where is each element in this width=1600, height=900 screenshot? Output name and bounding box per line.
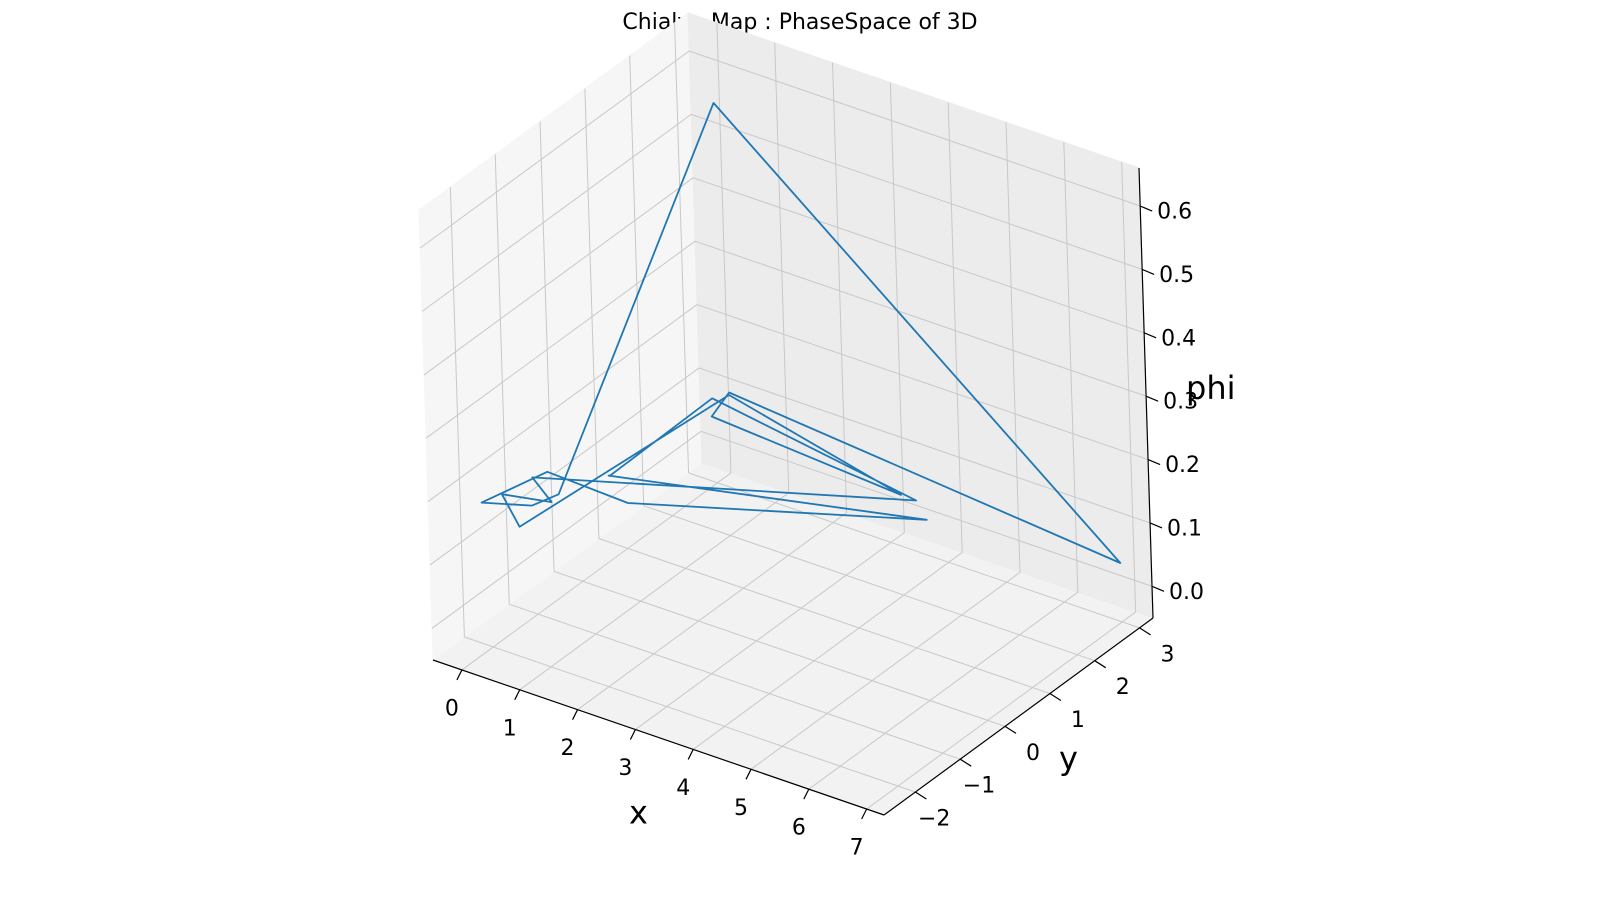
- z-tick-label: 0.0: [1169, 580, 1204, 605]
- grid-line: [429, 367, 700, 566]
- grid-line: [494, 154, 510, 605]
- grid-line: [553, 570, 1006, 727]
- y-tick-mark: [1004, 725, 1017, 734]
- grid-line: [419, 50, 690, 249]
- y-tick-label: −1: [963, 774, 995, 799]
- x-tick-label: 5: [734, 796, 748, 821]
- z-tick-label: 0.1: [1167, 516, 1202, 541]
- grid-line: [421, 114, 692, 312]
- z-tick-mark: [1151, 585, 1165, 592]
- y-tick-label: 0: [1026, 741, 1040, 766]
- x-tick-label: 2: [561, 736, 575, 761]
- grid-line: [431, 430, 702, 629]
- series-line: [480, 102, 1122, 564]
- grid-line: [947, 102, 963, 553]
- z-tick-mark: [1139, 205, 1153, 212]
- z-tick-mark: [1143, 332, 1157, 339]
- y-tick-mark: [915, 791, 927, 800]
- y-axis-line: [883, 617, 1154, 816]
- grid-line: [688, 472, 1140, 629]
- grid-line: [629, 55, 645, 506]
- x-tick-label: 7: [850, 836, 864, 861]
- x-tick-mark: [629, 729, 636, 740]
- y-tick-label: 2: [1116, 675, 1130, 700]
- x-tick-label: 4: [676, 776, 690, 801]
- grid-line: [866, 611, 1136, 810]
- y-axis-title: y: [1059, 740, 1078, 778]
- y-tick-mark: [1139, 627, 1151, 636]
- z-tick-label: 0.2: [1165, 453, 1200, 478]
- y-tick-mark: [1094, 660, 1107, 669]
- z-tick-mark: [1141, 268, 1155, 275]
- grid-line: [889, 82, 905, 533]
- z-tick-label: 0.4: [1161, 326, 1196, 351]
- grid-line: [643, 505, 1095, 662]
- y-tick-label: 1: [1071, 708, 1085, 733]
- z-tick-mark: [1149, 522, 1163, 529]
- grid-line: [698, 367, 1151, 524]
- grid-line: [425, 240, 696, 439]
- x-tick-label: 6: [792, 816, 806, 841]
- x-tick-mark: [456, 669, 463, 681]
- grid-line: [696, 304, 1149, 461]
- grid-line: [584, 88, 600, 539]
- grid-line: [449, 187, 465, 638]
- x-tick-mark: [745, 769, 752, 780]
- grid-line: [700, 430, 1153, 587]
- grid-line: [427, 304, 698, 502]
- grid-line: [598, 538, 1051, 694]
- grid-line: [716, 22, 732, 473]
- y-tick-mark: [959, 758, 972, 767]
- grid-line: [577, 512, 847, 711]
- grid-line: [694, 240, 1147, 397]
- grid-line: [1121, 162, 1137, 613]
- grid-line: [674, 22, 690, 473]
- grid-line: [689, 50, 1141, 207]
- x-tick-mark: [514, 689, 521, 701]
- grid-line: [635, 532, 905, 730]
- x-tick-label: 3: [618, 756, 632, 781]
- grid-line: [1005, 122, 1021, 573]
- grid-line: [509, 603, 961, 760]
- grid-line: [690, 113, 1143, 270]
- x-tick-mark: [572, 709, 579, 720]
- grid-line: [692, 177, 1145, 334]
- z-tick-label: 0.5: [1159, 263, 1194, 288]
- grid-line: [423, 177, 694, 376]
- grid-line: [519, 492, 790, 691]
- y-tick-label: 3: [1161, 642, 1175, 667]
- z-axis-line: [1138, 167, 1154, 619]
- x-tick-mark: [687, 749, 694, 760]
- grid-line: [832, 62, 848, 513]
- z-tick-mark: [1147, 458, 1161, 466]
- x-tick-mark: [803, 788, 810, 800]
- y-tick-label: −2: [918, 807, 950, 832]
- y-tick-mark: [1049, 693, 1062, 702]
- x-tick-mark: [861, 808, 868, 820]
- grid-line: [750, 571, 1021, 770]
- grid-line: [692, 552, 963, 750]
- z-tick-label: 0.6: [1157, 200, 1192, 225]
- z-tick-label: 0.3: [1163, 390, 1198, 415]
- grid-line: [1063, 142, 1079, 593]
- x-tick-label: 1: [503, 716, 517, 741]
- grid-line: [464, 636, 916, 793]
- x-tick-label: 0: [445, 696, 459, 721]
- z-axis-title: phi: [1186, 369, 1235, 407]
- z-tick-mark: [1145, 395, 1159, 402]
- x-axis-title: x: [629, 794, 648, 832]
- grid-line: [808, 591, 1079, 790]
